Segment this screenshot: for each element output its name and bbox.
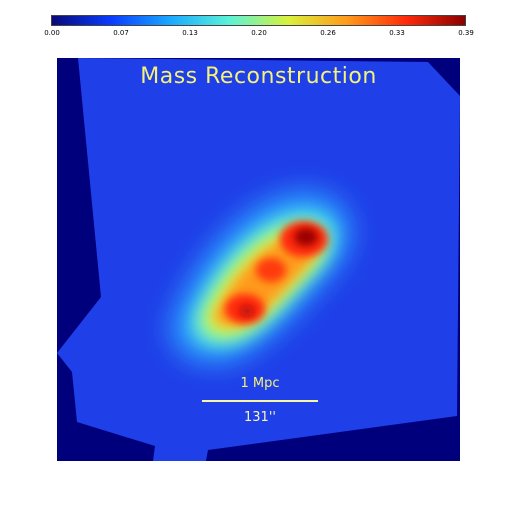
- mass-map-panel: Mass Reconstruction 1 Mpc 131'': [57, 58, 460, 461]
- colorbar-tick-label: 0.00: [44, 29, 60, 37]
- scale-bar-angle-label: 131'': [244, 410, 276, 425]
- colorbar-tick-label: 0.20: [251, 29, 267, 37]
- colorbar-tick-label: 0.39: [458, 29, 474, 37]
- colorbar-tick-label: 0.07: [113, 29, 129, 37]
- scale-bar: [202, 400, 318, 402]
- mass-peak-core: [240, 228, 318, 316]
- field-region: [57, 58, 460, 461]
- colorbar-tick-label: 0.33: [389, 29, 405, 37]
- scale-bar-length-label: 1 Mpc: [240, 376, 280, 391]
- map-title: Mass Reconstruction: [140, 64, 377, 89]
- colorbar-tick-label: 0.13: [182, 29, 198, 37]
- mass-map-image: [57, 58, 460, 461]
- colorbar-tick-label: 0.26: [320, 29, 336, 37]
- colorbar: [51, 15, 466, 26]
